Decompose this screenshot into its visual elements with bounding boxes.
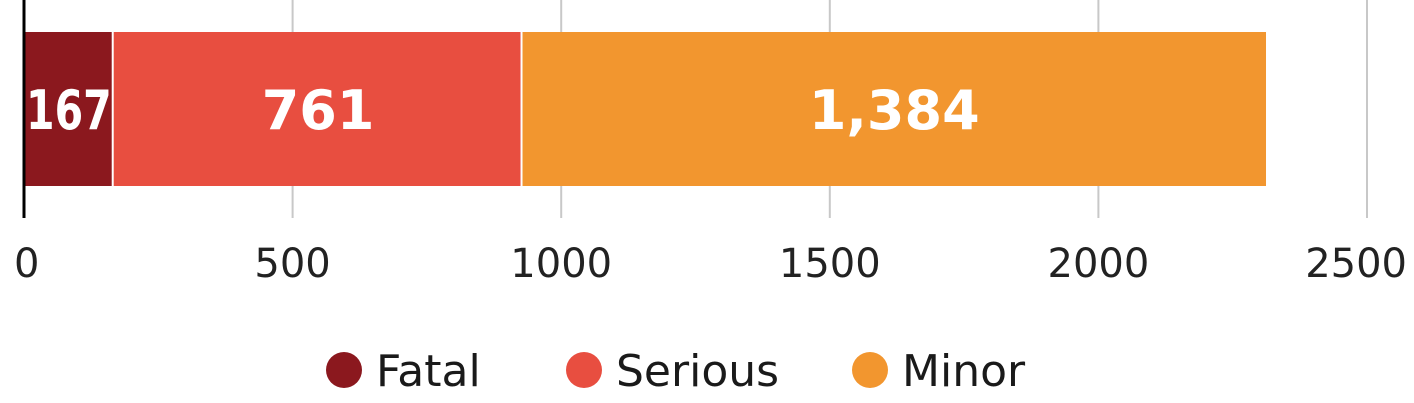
legend-swatch-minor xyxy=(852,352,888,388)
x-axis-tick-labels: 0 500 1000 1500 2000 2500 xyxy=(14,241,1407,287)
bar-serious xyxy=(113,32,521,186)
legend-label-fatal: Fatal xyxy=(376,346,481,397)
legend-item-minor: Minor xyxy=(852,346,1026,397)
legend: Fatal Serious Minor xyxy=(326,346,1026,397)
legend-label-minor: Minor xyxy=(902,346,1026,397)
x-tick-label: 500 xyxy=(254,241,330,287)
bar-label-fatal: 167 xyxy=(26,79,112,142)
bar-fatal xyxy=(24,32,112,186)
x-tick-label: 1500 xyxy=(779,241,881,287)
legend-item-serious: Serious xyxy=(566,346,779,397)
legend-swatch-fatal xyxy=(326,352,362,388)
bar-minor xyxy=(522,32,1267,186)
bar-segments xyxy=(24,32,1267,186)
bar-label-serious: 761 xyxy=(262,79,375,142)
legend-swatch-serious xyxy=(566,352,602,388)
x-tick-label: 1000 xyxy=(510,241,612,287)
bar-value-labels: 167 761 1,384 xyxy=(26,79,980,142)
bar-label-minor: 1,384 xyxy=(809,79,980,142)
legend-label-serious: Serious xyxy=(616,346,779,397)
x-tick-label: 0 xyxy=(14,241,39,287)
x-tick-label: 2000 xyxy=(1048,241,1150,287)
legend-item-fatal: Fatal xyxy=(326,346,481,397)
x-tick-label: 2500 xyxy=(1305,241,1407,287)
